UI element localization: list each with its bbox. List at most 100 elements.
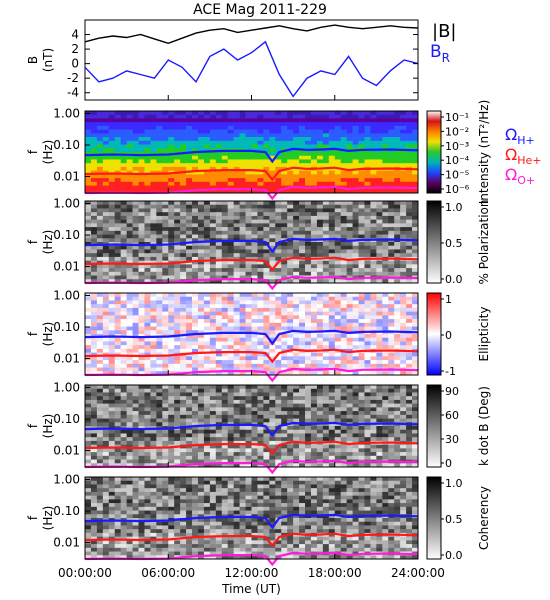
heatmap-cell — [108, 399, 116, 404]
heatmap-cell — [293, 170, 300, 175]
heatmap-cell — [364, 444, 371, 449]
heatmap-cell — [144, 279, 151, 284]
heatmap-cell — [346, 429, 353, 434]
heatmap-cell — [197, 122, 205, 127]
heatmap-cell — [346, 307, 353, 312]
heatmap-cell — [209, 227, 217, 232]
heatmap-cell — [221, 260, 229, 265]
heatmap-cell — [257, 345, 264, 350]
heatmap-cell — [174, 245, 181, 250]
heatmap-cell — [192, 371, 199, 376]
heatmap-cell — [102, 219, 110, 224]
heatmap-cell — [215, 426, 223, 431]
heatmap-cell — [126, 111, 133, 116]
heatmap-cell — [287, 463, 294, 468]
heatmap-cell — [108, 129, 116, 134]
heatmap-cell — [209, 426, 217, 431]
heatmap-cell — [197, 144, 205, 149]
heatmap-cell — [388, 189, 395, 194]
heatmap-cell — [352, 163, 359, 168]
heatmap-cell — [305, 144, 312, 149]
heatmap-cell — [174, 399, 181, 404]
heatmap-cell — [126, 264, 133, 269]
heatmap-cell — [352, 411, 359, 416]
heatmap-cell — [120, 414, 127, 419]
heatmap-cell — [364, 363, 371, 368]
heatmap-cell — [340, 418, 347, 423]
heatmap-cell — [203, 399, 211, 404]
heatmap-cell — [322, 455, 330, 460]
heatmap-cell — [239, 452, 246, 457]
heatmap-cell — [227, 388, 234, 393]
heatmap-cell — [138, 300, 145, 305]
heatmap-cell — [263, 163, 270, 168]
heatmap-cell — [203, 326, 211, 331]
heatmap-cell — [138, 155, 145, 160]
heatmap-cell — [257, 311, 264, 316]
heatmap-cell — [85, 307, 92, 312]
heatmap-cell — [281, 155, 288, 160]
heatmap-cell — [281, 201, 288, 206]
heatmap-cell — [251, 444, 258, 449]
heatmap-cell — [316, 201, 324, 206]
heatmap-cell — [382, 426, 389, 431]
heatmap-cell — [180, 208, 187, 213]
heatmap-cell — [156, 133, 163, 138]
heatmap-cell — [245, 463, 252, 468]
heatmap-cell — [316, 418, 324, 423]
heatmap-cell — [322, 178, 330, 183]
heatmap-cell — [269, 219, 276, 224]
heatmap-cell — [239, 219, 246, 224]
heatmap-cell — [90, 155, 98, 160]
heatmap-cell — [257, 245, 264, 250]
heatmap-cell — [96, 125, 104, 130]
heatmap-cell — [322, 296, 330, 301]
heatmap-cell — [388, 363, 395, 368]
heatmap-cell — [394, 356, 401, 361]
heatmap-cell — [203, 279, 211, 284]
heatmap-cell — [352, 371, 359, 376]
heatmap-cell — [174, 348, 181, 353]
heatmap-cell — [305, 388, 312, 393]
heatmap-cell — [132, 268, 139, 273]
heatmap-cell — [215, 452, 223, 457]
heatmap-cell — [186, 125, 193, 130]
heatmap-cell — [186, 411, 193, 416]
heatmap-cell — [197, 204, 205, 209]
heatmap-cell — [215, 279, 223, 284]
heatmap-cell — [108, 448, 116, 453]
heatmap-cell — [138, 140, 145, 145]
heatmap-cell — [209, 414, 217, 419]
heatmap-cell — [108, 319, 116, 324]
heatmap-cell — [138, 245, 145, 250]
heatmap-cell — [316, 118, 324, 123]
heatmap-cell — [352, 122, 359, 127]
heatmap-cell — [257, 315, 264, 320]
heatmap-cell — [257, 174, 264, 179]
heatmap-cell — [299, 129, 306, 134]
heatmap-cell — [382, 452, 389, 457]
heatmap-cell — [299, 315, 306, 320]
heatmap-cell — [209, 111, 217, 116]
heatmap-cell — [239, 396, 246, 401]
heatmap-cell — [90, 337, 98, 342]
heatmap-cell — [310, 385, 318, 390]
heatmap-cell — [168, 433, 175, 438]
heatmap-cell — [269, 174, 276, 179]
heatmap-cell — [132, 133, 139, 138]
heatmap-cell — [138, 367, 145, 372]
heatmap-cell — [245, 264, 252, 269]
heatmap-cell — [221, 399, 229, 404]
heatmap-cell — [197, 166, 205, 171]
heatmap-cell — [221, 319, 229, 324]
heatmap-cell — [215, 245, 223, 250]
heatmap-cell — [120, 429, 127, 434]
heatmap-cell — [174, 403, 181, 408]
heatmap-cell — [96, 174, 104, 179]
heatmap-cell — [346, 437, 353, 442]
heatmap-cell — [192, 268, 199, 273]
heatmap-cell — [358, 163, 365, 168]
heatmap-cell — [263, 399, 270, 404]
heatmap-cell — [352, 279, 359, 284]
heatmap-cell — [412, 279, 419, 284]
